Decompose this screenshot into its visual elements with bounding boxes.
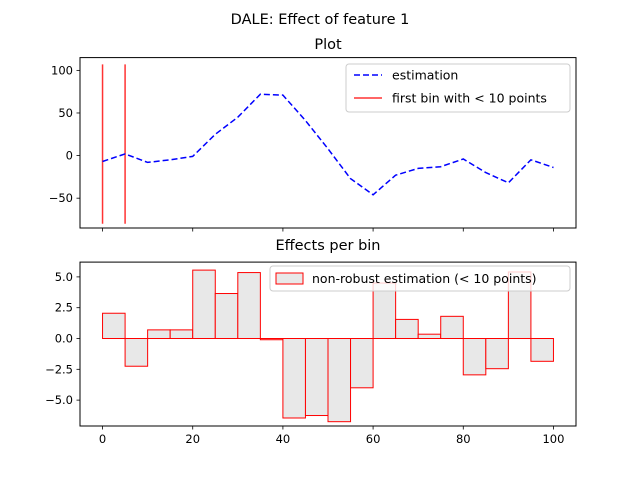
bottom-axes: Effects per bin 0 20 40 60 80 100 −5.0 −2.5 0.0 2… xyxy=(45,238,577,446)
bin-bar xyxy=(327,338,352,423)
top-axes-title: Plot xyxy=(314,37,342,53)
bin-bar xyxy=(214,293,239,340)
bin-bar xyxy=(282,338,306,419)
top-y-tick-label: 0 xyxy=(66,149,73,163)
bin-bar xyxy=(237,272,261,340)
bottom-x-tick-label: 80 xyxy=(456,432,471,446)
bottom-y-tick-label: 2.5 xyxy=(55,301,73,315)
bottom-y-tick-label: −5.0 xyxy=(45,393,73,407)
estimation-line xyxy=(102,93,554,196)
bin-bar xyxy=(395,318,419,340)
legend-estimation-label: estimation xyxy=(392,68,458,83)
bin-bar xyxy=(169,329,194,340)
bin-bar xyxy=(147,329,171,340)
figure-suptitle: DALE: Effect of feature 1 xyxy=(231,12,410,28)
bin-bar xyxy=(417,333,442,340)
bin-bar xyxy=(102,312,126,340)
top-y-tick-label: 50 xyxy=(58,106,73,120)
bottom-x-tick-label: 40 xyxy=(276,432,291,446)
top-legend: estimation first bin with < 10 points xyxy=(345,63,571,113)
bottom-x-tick-label: 100 xyxy=(542,432,564,446)
top-y-tick-label: −50 xyxy=(49,191,73,205)
top-axes-frame xyxy=(79,57,577,229)
bottom-x-tick-label: 0 xyxy=(99,432,106,446)
bin-bar xyxy=(192,269,216,340)
bin-bar xyxy=(259,338,284,341)
bottom-axes-frame xyxy=(79,261,577,427)
bottom-legend-box xyxy=(269,265,571,292)
top-legend-box xyxy=(345,63,571,113)
bottom-x-tick-label: 20 xyxy=(185,432,200,446)
top-axes: Plot −50 0 50 100 estimation first bin with… xyxy=(49,37,577,232)
bin-bar xyxy=(530,338,554,362)
bottom-y-tick-label: −2.5 xyxy=(45,362,73,376)
bin-bar xyxy=(350,338,374,389)
bin-bar xyxy=(462,338,487,376)
bottom-x-tick-label: 60 xyxy=(366,432,381,446)
bottom-axes-title: Effects per bin xyxy=(275,238,380,254)
bin-bar xyxy=(485,338,509,370)
top-y-tick-label: 100 xyxy=(51,63,73,77)
bottom-y-tick-label: 0.0 xyxy=(55,332,73,346)
bin-bar xyxy=(304,338,329,417)
legend-non-robust-swatch xyxy=(275,272,304,285)
legend-non-robust-label: non-robust estimation (< 10 points) xyxy=(312,271,537,286)
bottom-legend: non-robust estimation (< 10 points) xyxy=(269,265,571,292)
legend-first-bin-label: first bin with < 10 points xyxy=(392,91,547,106)
bottom-y-tick-label: 5.0 xyxy=(55,270,73,284)
bin-bar xyxy=(124,338,149,367)
bin-bar xyxy=(440,315,464,340)
